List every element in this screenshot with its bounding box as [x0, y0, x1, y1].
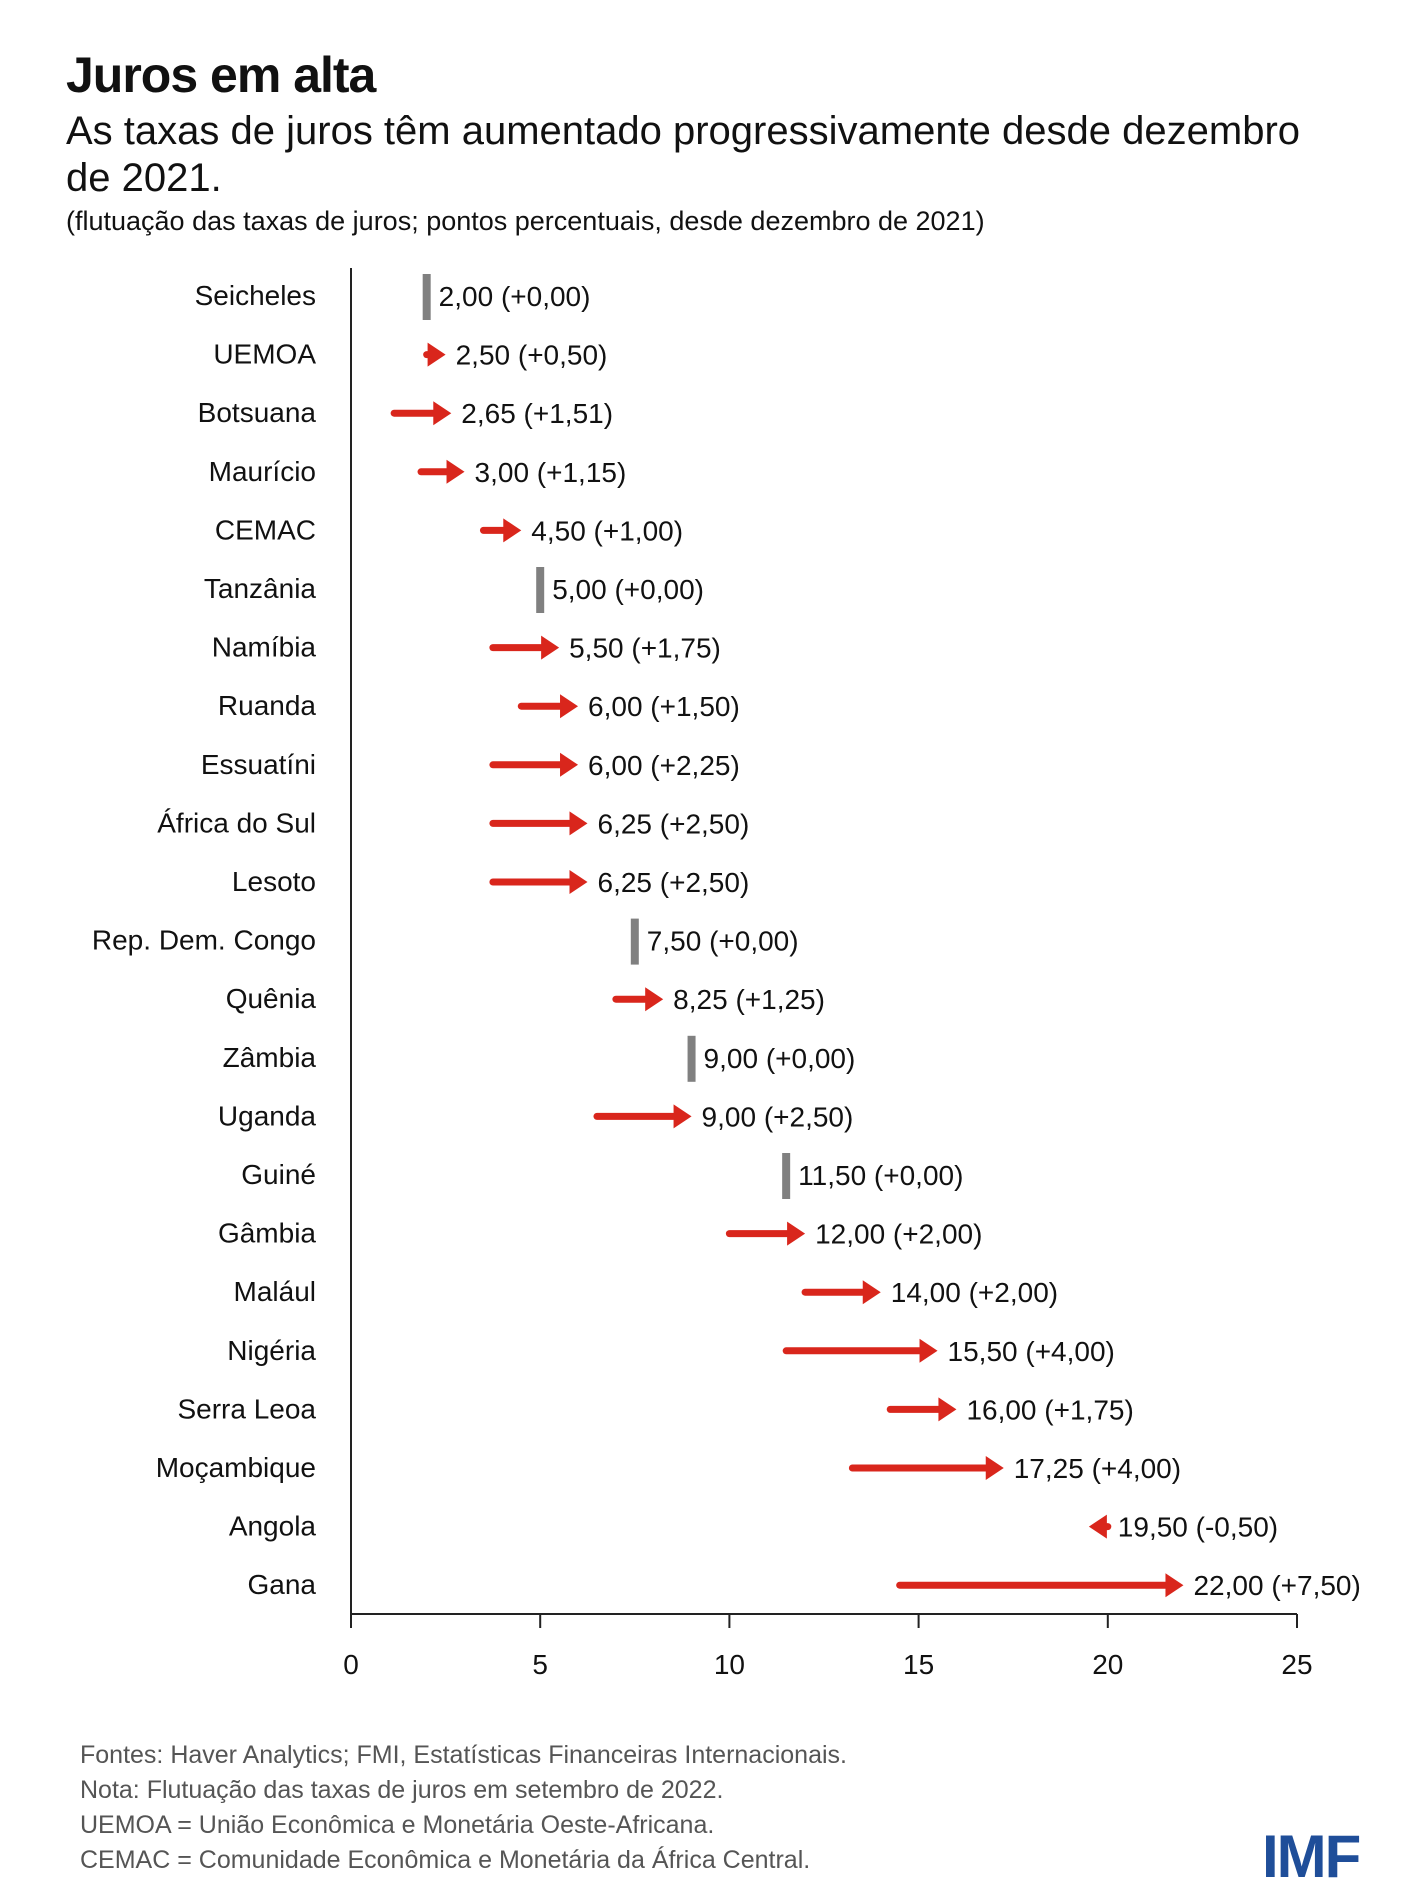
data-label: 9,00 (+2,50) — [702, 1101, 854, 1132]
category-label: Seicheles — [195, 280, 316, 311]
category-label: Quênia — [226, 983, 317, 1014]
data-label: 8,25 (+1,25) — [673, 984, 825, 1015]
data-label: 6,00 (+2,25) — [588, 750, 740, 781]
change-arrow-head — [569, 870, 588, 894]
data-label: 3,00 (+1,15) — [475, 457, 627, 488]
change-arrow-head — [673, 1104, 692, 1129]
unchanged-marker — [630, 918, 639, 965]
change-arrow-head — [919, 1338, 938, 1363]
data-label: 7,50 (+0,00) — [647, 926, 799, 957]
data-label: 5,50 (+1,75) — [569, 633, 721, 664]
x-tick-label: 0 — [343, 1649, 359, 1680]
category-label: CEMAC — [215, 514, 316, 545]
category-label: Rep. Dem. Congo — [92, 925, 316, 956]
footnote-sources: Fontes: Haver Analytics; FMI, Estatístic… — [80, 1741, 847, 1769]
change-arrow-head — [1088, 1514, 1107, 1539]
footnote-cemac: CEMAC = Comunidade Econômica e Monetária… — [80, 1846, 811, 1874]
change-arrow-head — [560, 752, 579, 777]
footnote-note: Nota: Flutuação das taxas de juros em se… — [80, 1776, 724, 1804]
category-label: Gâmbia — [218, 1218, 316, 1249]
category-label: Namíbia — [212, 632, 317, 663]
chart-units-note: (flutuação das taxas de juros; pontos pe… — [66, 206, 985, 236]
x-tick-label: 5 — [532, 1649, 548, 1680]
data-label: 17,25 (+4,00) — [1014, 1453, 1181, 1484]
change-arrow-head — [503, 518, 522, 543]
unchanged-marker — [536, 567, 545, 613]
data-label: 5,00 (+0,00) — [552, 574, 704, 605]
change-arrow-head — [560, 694, 579, 719]
data-label: 6,00 (+1,50) — [588, 691, 740, 722]
data-label: 2,00 (+0,00) — [439, 281, 591, 312]
data-label: 11,50 (+0,00) — [798, 1160, 963, 1191]
category-label: Essuatíni — [201, 749, 316, 780]
data-label: 16,00 (+1,75) — [966, 1394, 1133, 1425]
change-arrow-head — [427, 342, 446, 367]
x-tick-label: 25 — [1281, 1649, 1312, 1680]
arrow-chart: 0 5 10 15 20 25 Seicheles 2,00 (+0,00) UEMOA 2,50… — [92, 268, 1361, 1680]
category-label: África do Sul — [157, 807, 316, 838]
change-arrow-head — [446, 459, 465, 484]
data-label: 6,25 (+2,50) — [598, 808, 750, 839]
imf-logo: IMF — [1262, 1823, 1361, 1890]
data-label: 12,00 (+2,00) — [815, 1219, 982, 1250]
change-arrow-head — [645, 987, 664, 1012]
footnotes: Fontes: Haver Analytics; FMI, Estatístic… — [80, 1738, 847, 1878]
category-label: Lesoto — [232, 866, 316, 897]
category-label: Botsuana — [198, 397, 317, 428]
unchanged-marker — [782, 1153, 791, 1199]
category-label: Malául — [234, 1276, 316, 1307]
chart-subtitle: As taxas de juros têm aumentado progress… — [66, 109, 1301, 200]
category-label: Nigéria — [227, 1335, 316, 1366]
x-tick-label: 15 — [903, 1649, 934, 1680]
data-label: 9,00 (+0,00) — [704, 1043, 856, 1074]
data-label: 4,50 (+1,00) — [531, 515, 683, 546]
change-arrow-head — [433, 401, 452, 426]
category-label: Maurício — [209, 456, 316, 487]
unchanged-marker — [687, 1035, 696, 1082]
footnote-uemoa: UEMOA = União Econômica e Monetária Oest… — [80, 1811, 715, 1839]
category-label: Serra Leoa — [177, 1393, 316, 1424]
change-arrow-head — [541, 635, 560, 660]
category-label: Tanzânia — [204, 573, 317, 604]
change-arrow-head — [569, 811, 588, 836]
category-label: Moçambique — [156, 1452, 316, 1483]
unchanged-marker — [422, 274, 431, 320]
category-label: UEMOA — [213, 339, 316, 370]
change-arrow-head — [985, 1456, 1004, 1480]
change-arrow-head — [787, 1221, 806, 1246]
category-label: Guiné — [241, 1159, 316, 1190]
change-arrow-head — [938, 1397, 957, 1422]
data-label: 2,65 (+1,51) — [461, 398, 613, 429]
data-label: 22,00 (+7,50) — [1193, 1570, 1360, 1601]
data-label: 6,25 (+2,50) — [598, 867, 750, 898]
x-tick-label: 20 — [1092, 1649, 1123, 1680]
chart-title: Juros em alta — [66, 47, 376, 103]
change-arrow-head — [862, 1280, 881, 1305]
change-arrow-head — [1165, 1573, 1184, 1598]
category-label: Gana — [248, 1569, 317, 1600]
data-label: 15,50 (+4,00) — [948, 1336, 1115, 1367]
data-label: 14,00 (+2,00) — [891, 1277, 1058, 1308]
x-tick-label: 10 — [714, 1649, 745, 1680]
category-label: Ruanda — [218, 690, 317, 721]
category-label: Angola — [229, 1511, 317, 1542]
data-label: 2,50 (+0,50) — [456, 340, 608, 371]
category-label: Zâmbia — [223, 1042, 317, 1073]
category-label: Uganda — [218, 1100, 317, 1131]
data-label: 19,50 (-0,50) — [1118, 1512, 1278, 1543]
